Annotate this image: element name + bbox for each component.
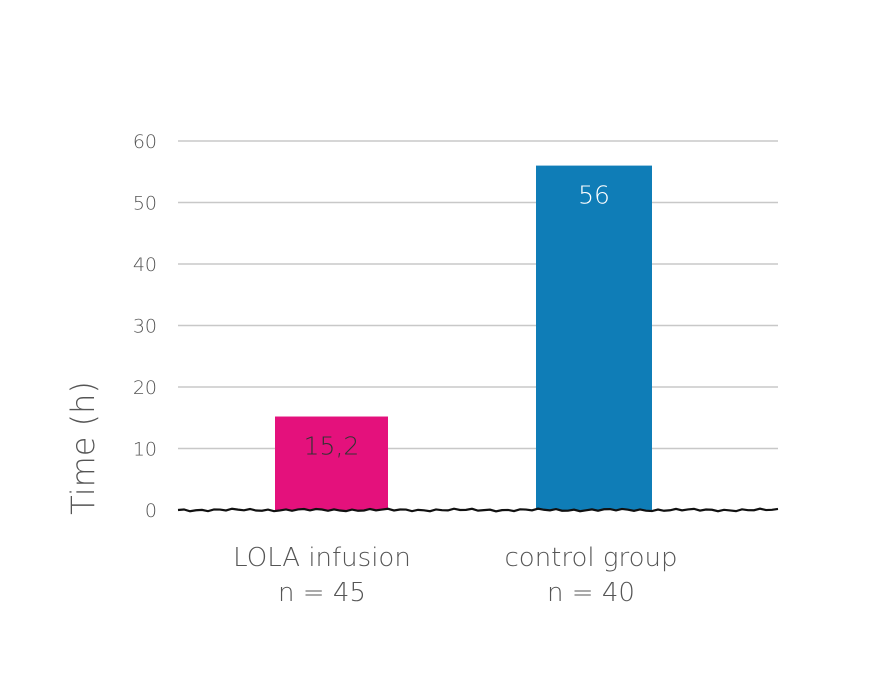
bar-value-label: 15,2 xyxy=(304,432,360,461)
bar-value-labels: 15,2 56 xyxy=(304,181,610,461)
category-labels: LOLA infusion n = 45 control group n = 40 xyxy=(233,543,677,608)
bar-control-group xyxy=(536,165,652,510)
category-label: control group xyxy=(505,543,678,573)
bar-lola-infusion xyxy=(275,416,388,510)
category-sample-size: n = 40 xyxy=(547,578,635,608)
y-axis-title: Time (h) xyxy=(64,381,102,515)
y-tick-label-30: 30 xyxy=(133,316,157,338)
gridlines xyxy=(178,140,778,450)
y-axis-ticks: 0 10 20 30 40 50 60 xyxy=(133,131,157,522)
category-label: LOLA infusion xyxy=(233,543,411,573)
y-tick-label-40: 40 xyxy=(133,254,157,276)
bar-value-label: 56 xyxy=(578,181,610,210)
y-tick-label-50: 50 xyxy=(133,193,157,215)
category-sample-size: n = 45 xyxy=(278,578,366,608)
y-tick-label-0: 0 xyxy=(145,500,157,522)
bars xyxy=(275,165,652,510)
y-tick-label-20: 20 xyxy=(133,377,157,399)
x-axis-baseline xyxy=(177,507,779,513)
y-tick-label-10: 10 xyxy=(133,439,157,461)
y-tick-label-60: 60 xyxy=(133,131,157,153)
